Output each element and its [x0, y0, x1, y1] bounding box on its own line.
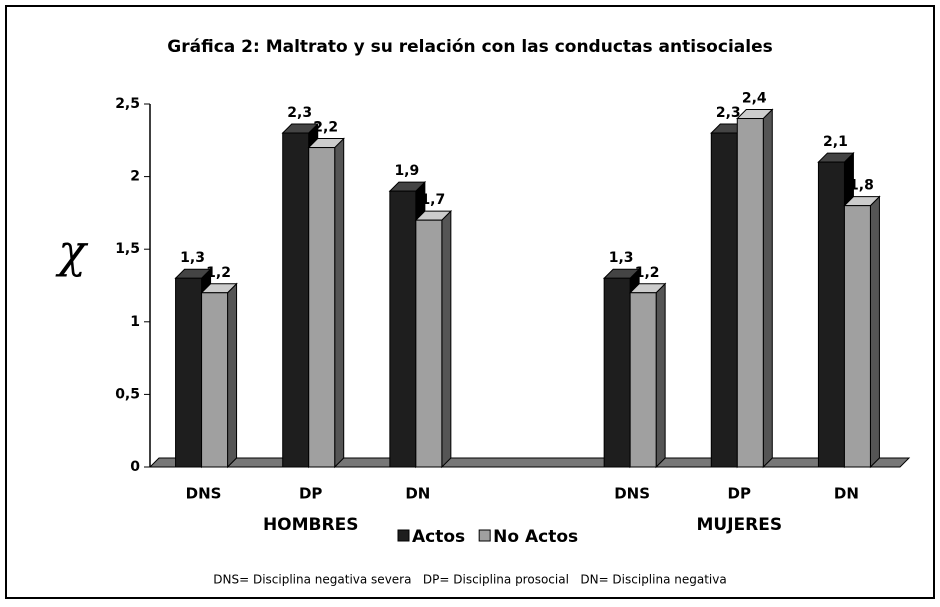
bar	[415, 219, 443, 468]
bar	[843, 205, 871, 468]
y-tick-label: 0,5	[115, 386, 140, 402]
x-tick-label: DNS	[186, 485, 222, 503]
value-label: 1,2	[635, 265, 660, 281]
y-tick-label: 0	[130, 459, 140, 475]
value-label: 2,3	[716, 105, 741, 121]
bar	[201, 292, 229, 468]
value-label: 1,9	[394, 163, 419, 179]
value-label: 2,2	[313, 120, 338, 136]
value-label: 1,3	[609, 250, 634, 266]
x-tick-label: DN	[834, 485, 859, 503]
group-label: MUJERES	[696, 515, 782, 535]
floor	[148, 457, 911, 468]
legend-swatch	[478, 529, 491, 542]
value-label: 1,3	[180, 250, 205, 266]
x-tick-label: DN	[405, 485, 430, 503]
value-label: 2,1	[823, 134, 848, 150]
y-tick-label: 2	[130, 169, 140, 185]
y-tick-label: 1	[130, 314, 140, 330]
bar	[282, 132, 310, 468]
bar	[175, 277, 203, 468]
bar-side	[334, 137, 345, 469]
y-axis-label: χ	[55, 224, 89, 278]
bar-side	[441, 209, 452, 469]
value-label: 1,2	[206, 265, 231, 281]
bar-side	[762, 108, 773, 469]
bar-side	[655, 282, 666, 469]
x-tick-label: DP	[299, 485, 322, 503]
y-tick-label: 2,5	[115, 96, 140, 112]
bar	[389, 190, 417, 468]
value-label: 1,7	[420, 192, 445, 208]
bar	[710, 132, 738, 468]
frame	[5, 5, 935, 599]
bar	[736, 118, 764, 468]
bar-side	[869, 195, 880, 469]
legend-label: Actos	[412, 527, 465, 547]
chart-title: Gráfica 2: Maltrato y su relación con la…	[167, 37, 772, 57]
bar	[308, 147, 336, 468]
value-label: 2,4	[742, 91, 767, 107]
bar	[629, 292, 657, 468]
bar	[603, 277, 631, 468]
footnote: DNS= Disciplina negativa severa DP= Disc…	[213, 573, 726, 587]
bar	[817, 161, 845, 468]
x-tick-label: DNS	[614, 485, 650, 503]
x-tick-label: DP	[728, 485, 751, 503]
y-tick-label: 1,5	[115, 241, 140, 257]
group-label: HOMBRES	[263, 515, 359, 535]
value-label: 2,3	[287, 105, 312, 121]
legend-swatch	[397, 529, 410, 542]
legend-label: No Actos	[493, 527, 578, 547]
bar-side	[227, 282, 238, 469]
value-label: 1,8	[849, 178, 874, 194]
